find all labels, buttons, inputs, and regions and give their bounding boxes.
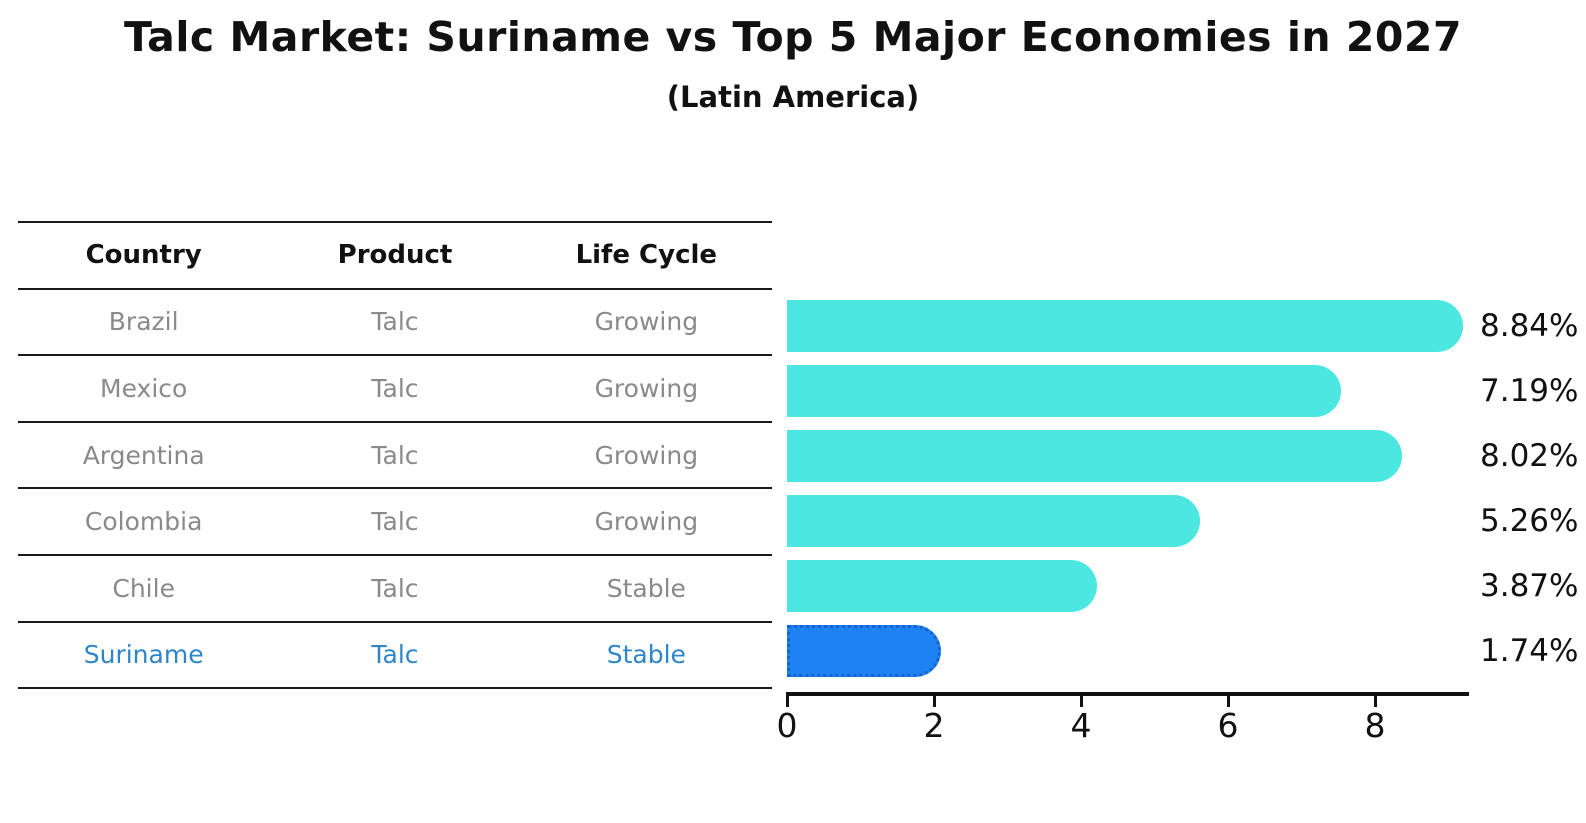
bar-chile xyxy=(787,560,1098,612)
bar-brazil xyxy=(787,300,1463,352)
x-axis-line xyxy=(786,692,1469,696)
value-label-argentina: 8.02% xyxy=(1480,438,1579,474)
chart-title: Talc Market: Suriname vs Top 5 Major Eco… xyxy=(124,13,1462,61)
country-cell: Chile xyxy=(112,573,175,603)
x-tick-label: 0 xyxy=(776,706,798,745)
col-header-product: Product xyxy=(337,240,453,271)
country-info-table: Country Product Life Cycle Brazil Talc G… xyxy=(18,221,772,690)
x-tick-mark xyxy=(1079,696,1083,707)
table-row-colombia: Colombia Talc Growing xyxy=(18,487,772,554)
country-cell: Argentina xyxy=(82,440,205,470)
x-tick-label: 6 xyxy=(1217,706,1239,745)
x-tick-label: 8 xyxy=(1364,706,1386,745)
col-header-country: Country xyxy=(85,240,202,271)
bar-mexico xyxy=(787,365,1342,417)
table-row-argentina: Argentina Talc Growing xyxy=(18,420,772,488)
chart-subtitle: (Latin America) xyxy=(666,80,920,114)
col-header-life-cycle: Life Cycle xyxy=(575,240,718,271)
table-row-mexico: Mexico Talc Growing xyxy=(18,354,772,421)
value-label-colombia: 5.26% xyxy=(1480,503,1579,539)
value-label-chile: 3.87% xyxy=(1480,568,1579,604)
x-tick-mark xyxy=(932,696,936,707)
table-row-chile: Chile Talc Stable xyxy=(18,553,772,621)
product-cell: Talc xyxy=(371,307,419,337)
x-tick-label: 2 xyxy=(923,706,945,745)
bar-argentina xyxy=(787,430,1403,482)
value-label-mexico: 7.19% xyxy=(1480,373,1579,409)
bar-suriname-highlighted xyxy=(787,625,941,677)
x-tick-mark xyxy=(1226,696,1230,707)
life-cycle-cell: Growing xyxy=(594,307,699,337)
table-row-brazil: Brazil Talc Growing xyxy=(18,287,772,355)
value-label-suriname: 1.74% xyxy=(1480,633,1579,669)
country-cell: Mexico xyxy=(100,373,188,403)
life-cycle-cell: Stable xyxy=(606,640,686,670)
table-row-suriname: Suriname Talc Stable xyxy=(18,620,772,688)
product-cell: Talc xyxy=(371,507,419,537)
product-cell: Talc xyxy=(371,440,419,470)
product-cell: Talc xyxy=(371,573,419,603)
life-cycle-cell: Growing xyxy=(594,440,699,470)
bar-colombia xyxy=(787,495,1200,547)
life-cycle-cell: Growing xyxy=(594,507,699,537)
country-cell: Brazil xyxy=(108,307,179,337)
value-label-brazil: 8.84% xyxy=(1480,308,1579,344)
country-cell: Colombia xyxy=(84,507,203,537)
life-cycle-cell: Stable xyxy=(606,573,686,603)
country-cell: Suriname xyxy=(83,640,204,670)
x-tick-mark xyxy=(1373,696,1377,707)
product-cell: Talc xyxy=(371,640,419,670)
x-tick-mark xyxy=(785,696,789,707)
table-header-row: Country Product Life Cycle xyxy=(18,221,772,288)
x-tick-label: 4 xyxy=(1070,706,1092,745)
life-cycle-cell: Growing xyxy=(594,373,699,403)
product-cell: Talc xyxy=(371,373,419,403)
